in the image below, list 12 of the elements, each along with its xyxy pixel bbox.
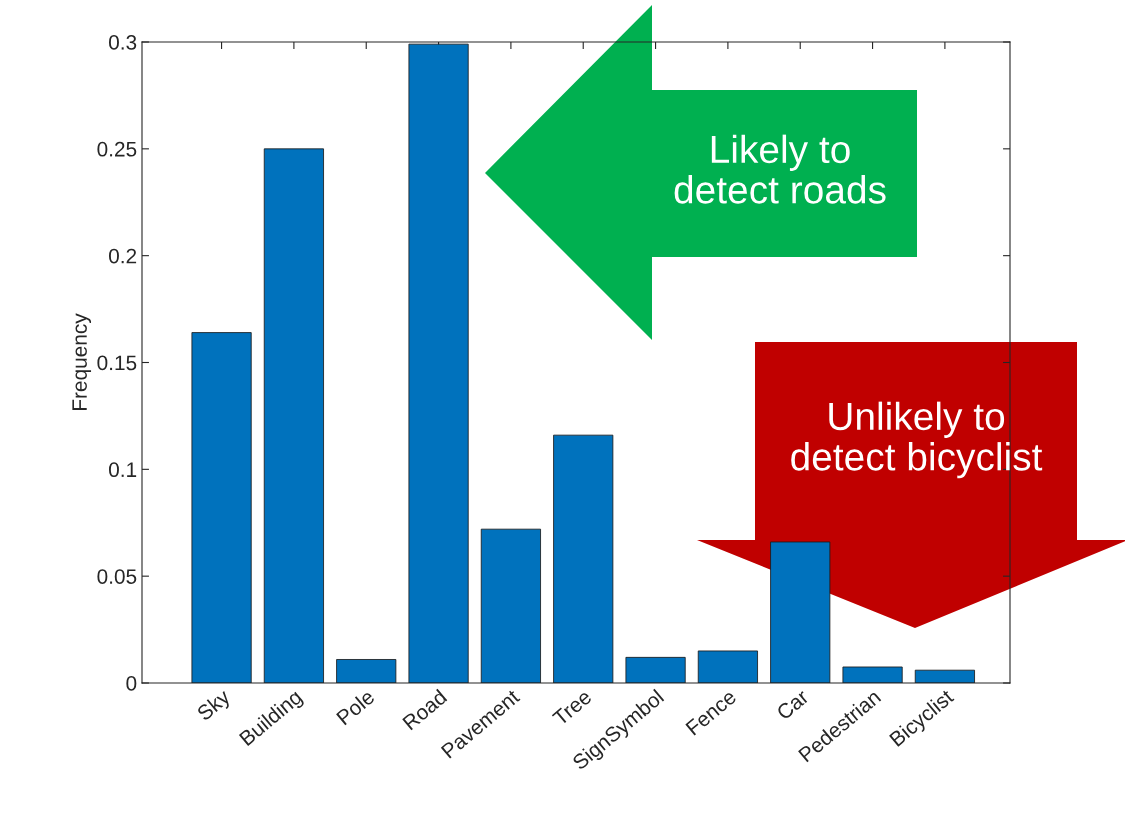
y-tick-label: 0 (126, 676, 137, 691)
x-tick-label: Sky (195, 687, 235, 725)
x-tick-label: Pole (335, 688, 376, 726)
y-tick-label: 0.25 (97, 141, 137, 157)
y-tick-label: 0.05 (97, 569, 137, 584)
annotation: Unlikely to detect bicyclist (791, 401, 1043, 479)
y-tick-label: 0.3 (108, 35, 137, 50)
y-axis-title: Frequency (72, 313, 92, 410)
annotation: Likely to detect roads (674, 134, 886, 204)
y-tick-label: 0.1 (108, 462, 137, 478)
y-tick-label: 0.15 (97, 355, 137, 371)
y-tick-label: 0.2 (108, 248, 137, 264)
